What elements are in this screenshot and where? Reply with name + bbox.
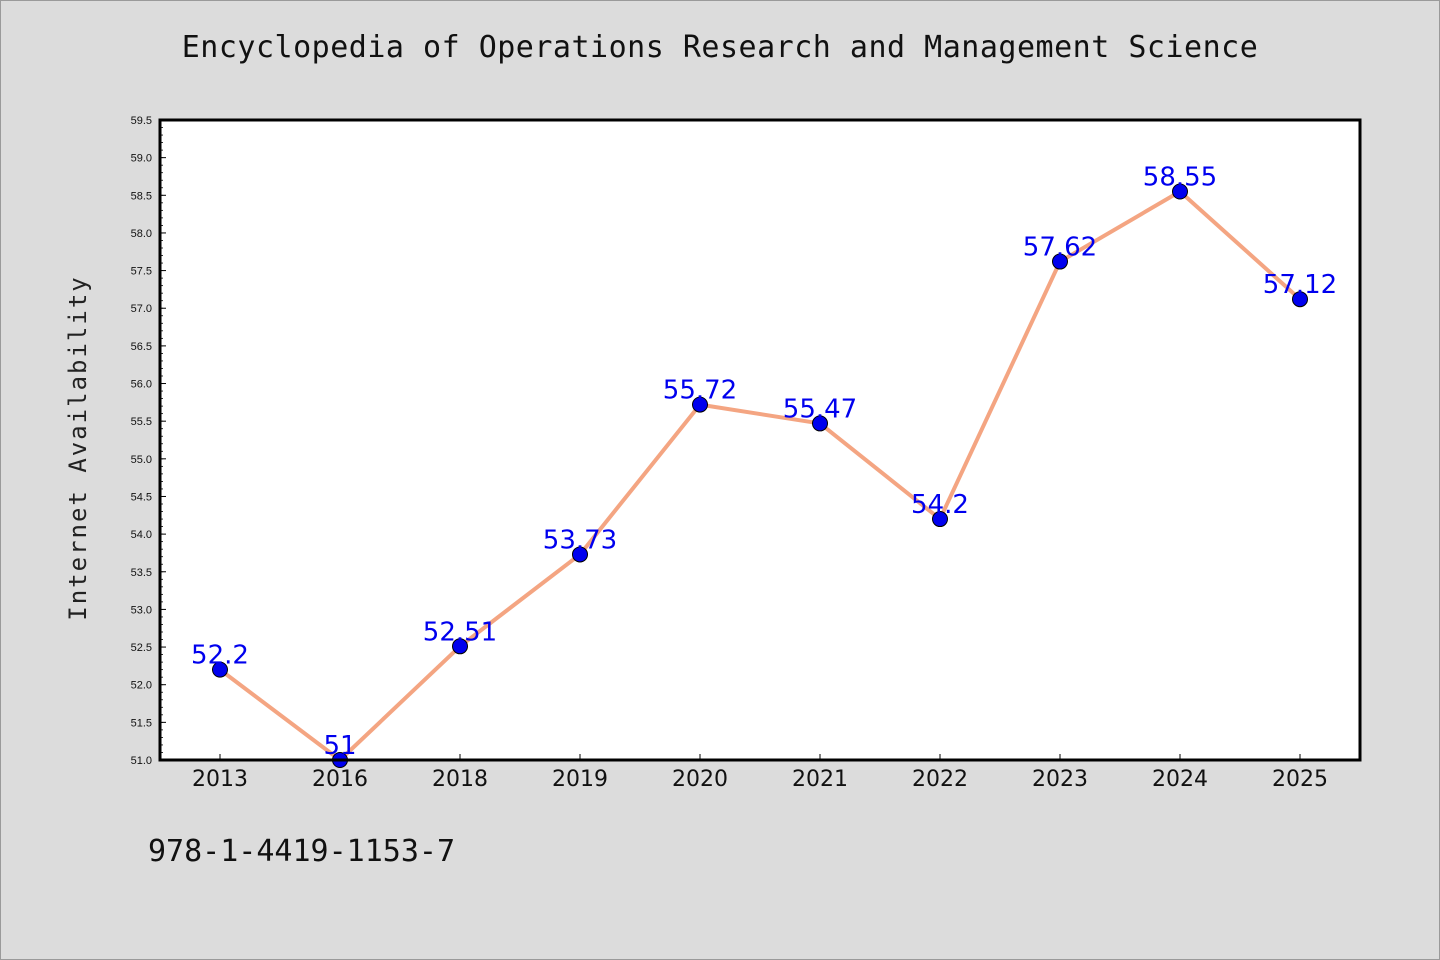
data-label: 52.2 <box>191 641 249 671</box>
x-tick-label: 2021 <box>792 767 848 792</box>
x-tick-label: 2019 <box>552 767 608 792</box>
data-label: 55.47 <box>783 394 857 424</box>
data-label: 53.73 <box>543 525 617 555</box>
y-tick-label: 53.5 <box>131 567 152 579</box>
x-tick-label: 2016 <box>312 767 368 792</box>
x-tick-label: 2018 <box>432 767 488 792</box>
data-point <box>1292 291 1308 308</box>
y-tick-label: 54.0 <box>131 529 152 541</box>
y-tick-label: 59.5 <box>131 115 152 127</box>
data-label: 55.72 <box>663 376 737 406</box>
y-tick-label: 57.5 <box>131 266 152 278</box>
data-label: 57.62 <box>1023 233 1097 263</box>
data-point <box>692 396 708 413</box>
y-tick-label: 58.5 <box>131 190 152 202</box>
y-tick-label: 52.5 <box>131 642 152 654</box>
y-tick-label: 59.0 <box>131 153 152 165</box>
x-tick-label: 2025 <box>1272 767 1328 792</box>
x-tick-label: 2020 <box>672 767 728 792</box>
data-label: 58.55 <box>1143 163 1217 193</box>
plot-area <box>160 120 1360 760</box>
data-point <box>212 661 228 678</box>
y-tick-label: 56.5 <box>131 341 152 353</box>
x-tick-label: 2013 <box>192 767 248 792</box>
data-point <box>932 511 948 528</box>
y-tick-label: 53.0 <box>131 604 152 616</box>
x-tick-label: 2023 <box>1032 767 1088 792</box>
plot-border <box>158 118 1362 762</box>
y-tick-label: 56.0 <box>131 379 152 391</box>
y-tick-label: 57.0 <box>131 303 152 315</box>
series-line <box>218 189 1302 762</box>
data-label: 54.2 <box>911 490 969 520</box>
y-tick-label: 54.5 <box>131 491 152 503</box>
data-point <box>812 415 828 432</box>
y-tick-label: 51.0 <box>131 755 152 767</box>
chart-title: Encyclopedia of Operations Research and … <box>181 30 1259 65</box>
y-tick-label: 55.5 <box>131 416 152 428</box>
data-label: 57.12 <box>1263 270 1337 300</box>
y-tick-label: 52.0 <box>131 680 152 692</box>
x-tick-label: 2024 <box>1152 767 1208 792</box>
data-point <box>452 638 468 655</box>
data-point <box>572 546 588 563</box>
data-label: 51 <box>323 731 356 761</box>
y-tick-label: 58.0 <box>131 228 152 240</box>
y-tick-label: 51.5 <box>131 717 152 729</box>
data-point <box>1052 253 1068 270</box>
isbn-text: 978-1-4419-1153-7 <box>148 834 456 869</box>
data-point <box>1172 183 1188 200</box>
x-tick-label: 2022 <box>912 767 968 792</box>
data-label: 52.51 <box>423 617 497 647</box>
y-tick-label: 55.0 <box>131 454 152 466</box>
